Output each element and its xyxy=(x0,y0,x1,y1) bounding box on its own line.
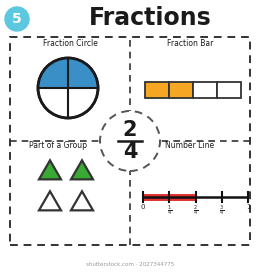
Bar xyxy=(169,82,193,98)
Bar xyxy=(145,82,169,98)
Text: 5: 5 xyxy=(12,12,22,26)
Text: Fraction Bar: Fraction Bar xyxy=(167,39,213,48)
Bar xyxy=(217,82,241,98)
Text: Number Line: Number Line xyxy=(165,141,214,151)
Text: shutterstock.com · 2027344775: shutterstock.com · 2027344775 xyxy=(86,262,174,267)
Text: 4: 4 xyxy=(123,142,137,162)
Text: 2: 2 xyxy=(123,120,137,140)
Text: 1: 1 xyxy=(246,204,250,210)
Circle shape xyxy=(5,7,29,31)
Wedge shape xyxy=(68,58,98,88)
Bar xyxy=(10,37,250,245)
Polygon shape xyxy=(39,160,61,179)
Circle shape xyxy=(38,58,98,118)
Text: $\frac{1}{4}$: $\frac{1}{4}$ xyxy=(167,204,172,218)
Wedge shape xyxy=(38,58,68,88)
Bar xyxy=(193,82,217,98)
Text: Fraction Circle: Fraction Circle xyxy=(43,39,98,48)
Text: $\frac{2}{4}$: $\frac{2}{4}$ xyxy=(193,204,198,218)
Polygon shape xyxy=(71,160,93,179)
Polygon shape xyxy=(39,191,61,210)
Circle shape xyxy=(100,111,160,171)
Text: $\frac{3}{4}$: $\frac{3}{4}$ xyxy=(219,204,224,218)
Text: Fractions: Fractions xyxy=(89,6,211,30)
Text: 0: 0 xyxy=(141,204,145,210)
Polygon shape xyxy=(71,191,93,210)
Text: Part of a Group: Part of a Group xyxy=(29,141,87,151)
